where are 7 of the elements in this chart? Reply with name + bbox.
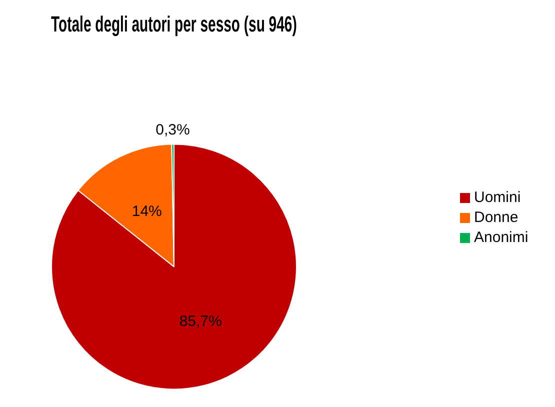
chart-title: Totale degli autori per sesso (su 946) [51,10,297,36]
data-label: 0,3% [156,121,190,138]
legend-label: Uomini [474,189,521,206]
legend-label: Donne [474,209,518,226]
data-label: 85,7% [179,313,222,330]
legend-label: Anonimi [474,229,528,246]
data-label: 14% [132,202,162,220]
